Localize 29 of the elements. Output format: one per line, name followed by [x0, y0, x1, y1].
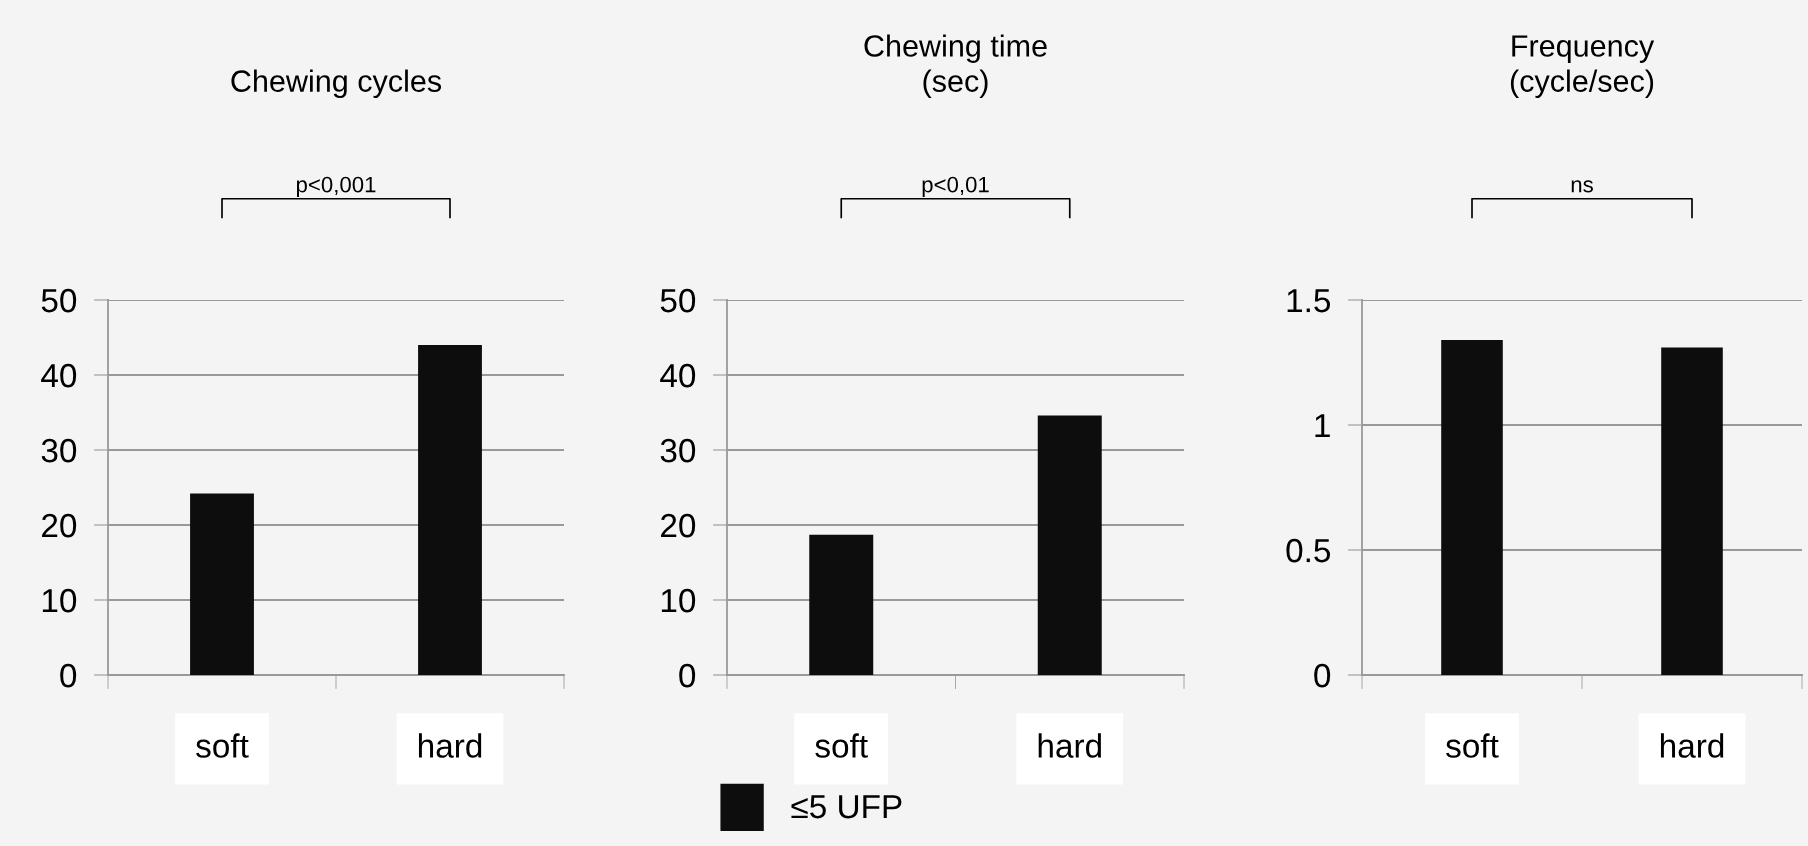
y-tick-label: 50 [41, 288, 77, 313]
x-tick-label: soft [196, 733, 249, 758]
text: p<0,001 [296, 176, 376, 197]
x-tick-label: soft [815, 733, 868, 758]
y-tick-label: 30 [41, 438, 77, 463]
text: p<0,01 [922, 176, 989, 197]
x-tick-label: soft [1446, 733, 1499, 758]
y-tick-label: 0 [1314, 663, 1331, 688]
y-tick-label: 40 [660, 363, 696, 388]
y-tick-label: 0.5 [1286, 538, 1331, 563]
x-tick-label: hard [1660, 733, 1724, 758]
text: ns [1571, 180, 1593, 193]
y-tick-label: 50 [660, 288, 696, 313]
x-tick-label: hard [418, 733, 482, 758]
y-tick-label: 1 [1315, 414, 1330, 438]
y-tick-label: 0 [60, 663, 77, 688]
y-tick-label: 1.5 [1287, 289, 1331, 313]
chart-title: Chewing time (sec) [864, 34, 1047, 98]
y-tick-label: 30 [660, 438, 696, 463]
y-tick-label: 10 [42, 588, 77, 613]
y-tick-label: 20 [42, 513, 77, 538]
y-tick-label: 10 [661, 588, 696, 613]
x-tick-label: hard [1038, 733, 1101, 758]
legend-label: ≤5 UFP [791, 795, 902, 819]
chart-title: Chewing cycles [231, 69, 442, 99]
chart-title: Frequency (cycle/sec) [1510, 35, 1655, 99]
y-tick-label: 20 [661, 513, 696, 538]
y-tick-label: 0 [679, 663, 696, 688]
y-tick-label: 40 [41, 363, 77, 388]
